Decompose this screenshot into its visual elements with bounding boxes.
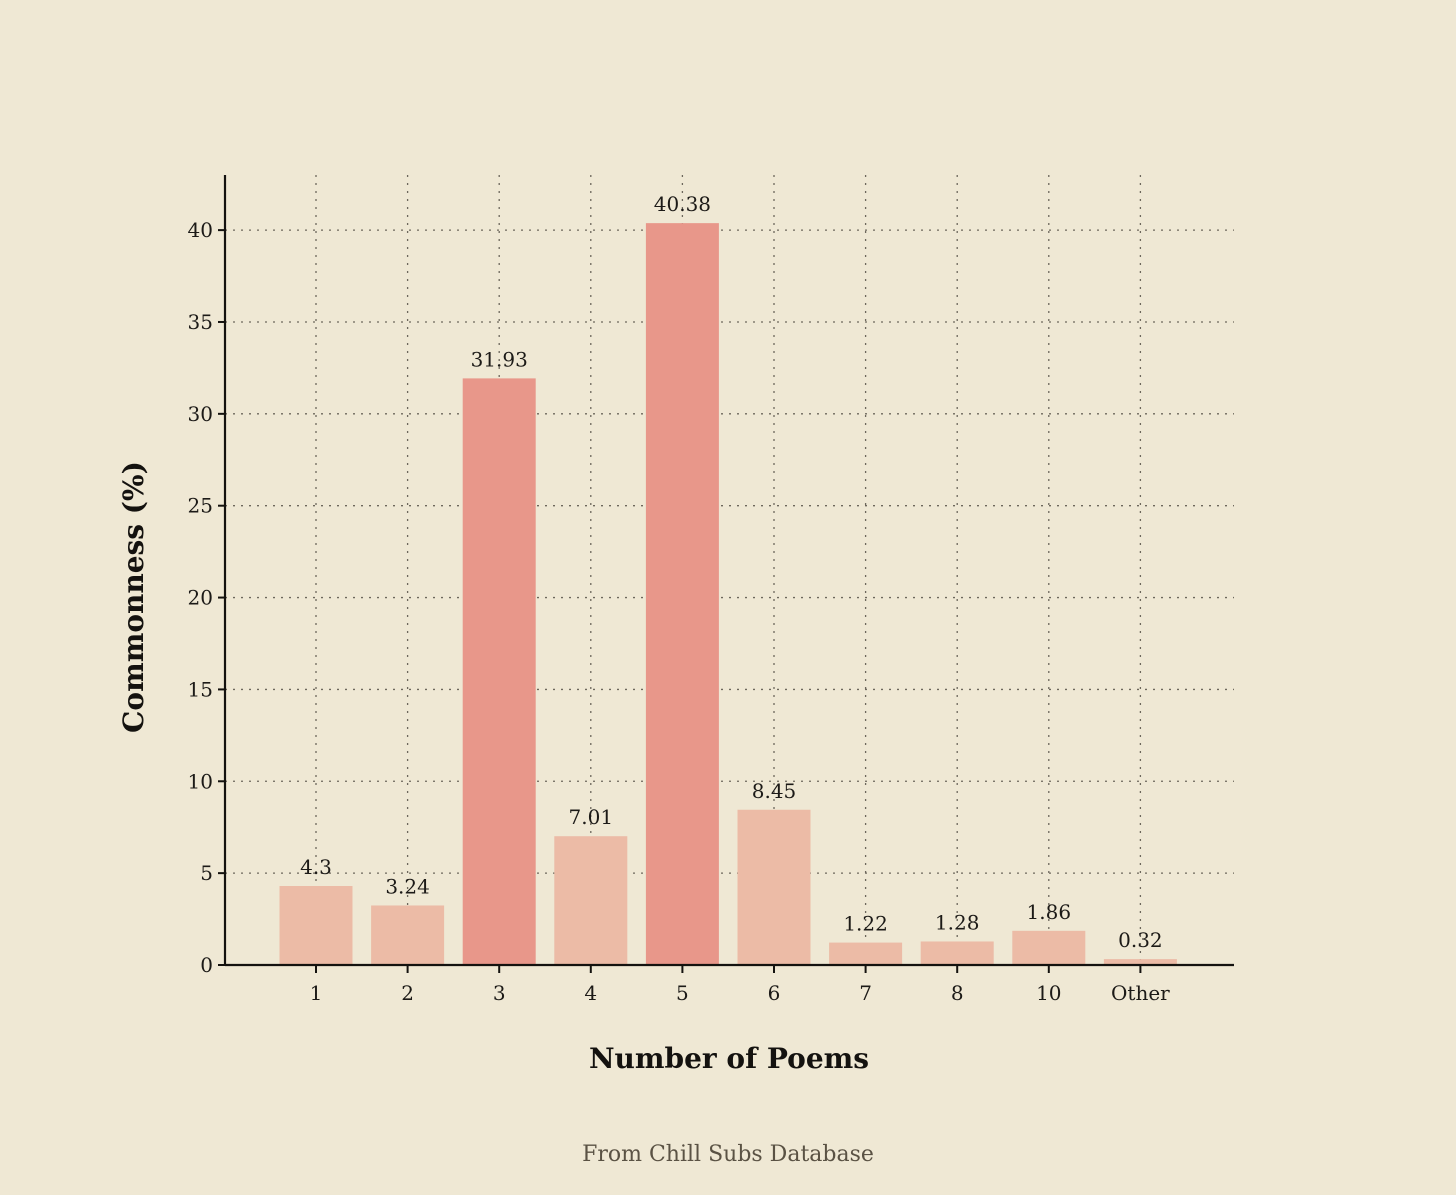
y-tick-label: 15 [188, 677, 213, 701]
y-tick-label: 25 [188, 494, 213, 518]
y-axis-title: Commonness (%) [117, 461, 150, 733]
data-label-3: 31.93 [471, 347, 528, 371]
data-label-4: 7.01 [569, 805, 614, 829]
axes [223, 175, 1234, 967]
data-label-2: 3.24 [385, 874, 430, 898]
y-tick-label: 0 [200, 953, 213, 977]
x-axis-title: Number of Poems [589, 1042, 869, 1075]
x-ticks: 1 2 3 4 5 6 7 8 10 Other [310, 965, 1170, 1005]
data-labels: 4.3 3.24 31.93 7.01 40.38 8.45 1.22 1.28 1.86 0.3… [300, 192, 1163, 952]
bar-3 [462, 378, 536, 966]
bar-other [1103, 959, 1177, 965]
y-tick-label: 30 [188, 402, 213, 426]
y-tick-label: 35 [188, 310, 213, 334]
data-label-other: 0.32 [1118, 928, 1163, 952]
bar-1 [279, 886, 353, 965]
x-tick-label-other: Other [1111, 981, 1170, 1005]
data-label-10: 1.86 [1027, 900, 1072, 924]
x-tick-label-3: 3 [493, 981, 506, 1005]
x-tick-label-10: 10 [1036, 981, 1061, 1005]
x-tick-label-6: 6 [768, 981, 781, 1005]
data-label-8: 1.28 [935, 910, 980, 934]
y-tick-label: 10 [188, 769, 213, 793]
bar-10 [1012, 930, 1086, 965]
x-tick-label-5: 5 [676, 981, 689, 1005]
bar-8 [920, 941, 994, 965]
x-tick-label-1: 1 [310, 981, 323, 1005]
bar-2 [371, 905, 445, 965]
y-tick-label: 5 [200, 861, 213, 885]
x-tick-label-2: 2 [401, 981, 414, 1005]
x-tick-label-4: 4 [584, 981, 597, 1005]
x-tick-label-7: 7 [859, 981, 872, 1005]
data-label-7: 1.22 [843, 912, 888, 936]
bar-6 [737, 809, 811, 965]
bar-7 [829, 942, 903, 965]
x-tick-label-8: 8 [951, 981, 964, 1005]
source-note: From Chill Subs Database [582, 1142, 874, 1167]
data-label-5: 40.38 [654, 192, 711, 216]
y-ticks: 0 5 10 15 20 25 30 35 40 [188, 218, 225, 977]
bars [279, 223, 1177, 966]
data-label-1: 4.3 [300, 855, 332, 879]
bar-5 [645, 223, 719, 965]
bar-4 [554, 836, 628, 965]
data-label-6: 8.45 [752, 779, 797, 803]
y-tick-label: 20 [188, 586, 213, 610]
y-tick-label: 40 [188, 218, 213, 242]
grid [225, 175, 1234, 965]
